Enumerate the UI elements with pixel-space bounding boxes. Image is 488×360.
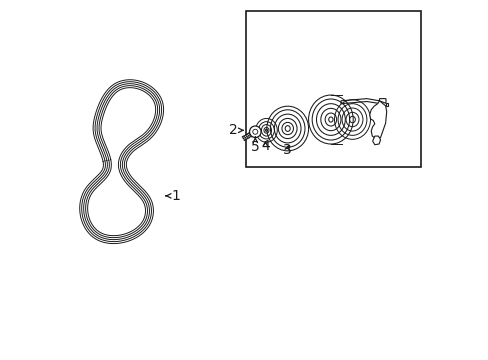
- Polygon shape: [385, 103, 387, 106]
- Text: 2: 2: [228, 123, 243, 137]
- Circle shape: [249, 126, 261, 138]
- Bar: [246, 11, 420, 167]
- Polygon shape: [379, 99, 385, 103]
- Text: 5: 5: [250, 137, 259, 154]
- Polygon shape: [369, 101, 386, 139]
- Polygon shape: [340, 99, 380, 104]
- Text: 4: 4: [261, 139, 269, 153]
- Polygon shape: [372, 136, 380, 145]
- Text: 3: 3: [282, 144, 291, 157]
- Text: 1: 1: [165, 189, 180, 203]
